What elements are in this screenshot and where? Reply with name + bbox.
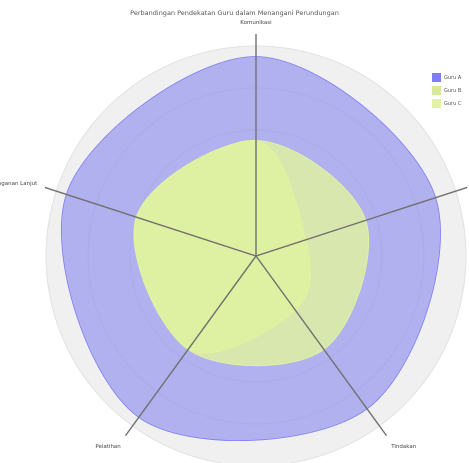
legend-label: Guru B: [444, 87, 462, 94]
legend-item: Guru B: [432, 85, 469, 96]
axis-line: [44, 186, 257, 257]
legend-swatch: [432, 99, 441, 108]
axis-label: Komunikasi: [240, 20, 272, 26]
axis-line: [124, 255, 257, 437]
legend-swatch: [432, 73, 441, 82]
legend-swatch: [432, 86, 441, 95]
legend-label: Guru A: [444, 74, 462, 81]
axis-line: [255, 186, 468, 257]
chart-title: Perbandingan Pendekatan Guru dalam Menan…: [130, 9, 339, 17]
axis-label: Pelatihan: [95, 444, 121, 450]
legend-item: Guru C: [432, 98, 469, 109]
axis-label: Tindakan: [390, 444, 417, 450]
legend-item: Guru A: [432, 72, 469, 83]
series-area-3: [133, 140, 370, 367]
legend: Guru A Guru B Guru C: [432, 72, 469, 114]
axis-line: [255, 255, 388, 437]
axis-label: Penanganan Lanjut: [0, 181, 38, 187]
legend-label: Guru C: [444, 100, 462, 107]
